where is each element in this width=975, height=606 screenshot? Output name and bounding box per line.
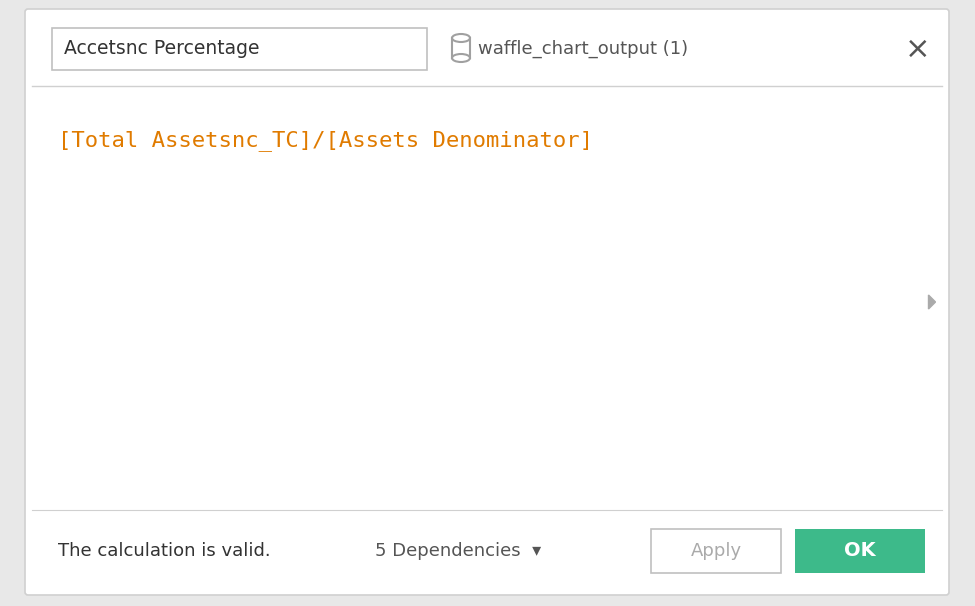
Polygon shape	[928, 295, 935, 309]
Text: waffle_chart_output (1): waffle_chart_output (1)	[478, 40, 688, 58]
Text: 5 Dependencies  ▾: 5 Dependencies ▾	[375, 542, 541, 560]
FancyBboxPatch shape	[651, 529, 781, 573]
FancyBboxPatch shape	[52, 28, 427, 70]
Text: The calculation is valid.: The calculation is valid.	[58, 542, 271, 560]
Text: [Total Assetsnc_TC]/[Assets Denominator]: [Total Assetsnc_TC]/[Assets Denominator]	[58, 130, 593, 151]
Bar	[452, 38, 470, 58]
Text: ×: ×	[905, 35, 931, 64]
Text: Accetsnc Percentage: Accetsnc Percentage	[64, 39, 259, 59]
FancyBboxPatch shape	[795, 529, 925, 573]
Ellipse shape	[452, 54, 470, 62]
FancyBboxPatch shape	[25, 9, 949, 595]
Ellipse shape	[452, 34, 470, 42]
Text: Apply: Apply	[690, 542, 742, 560]
Text: OK: OK	[844, 542, 876, 561]
